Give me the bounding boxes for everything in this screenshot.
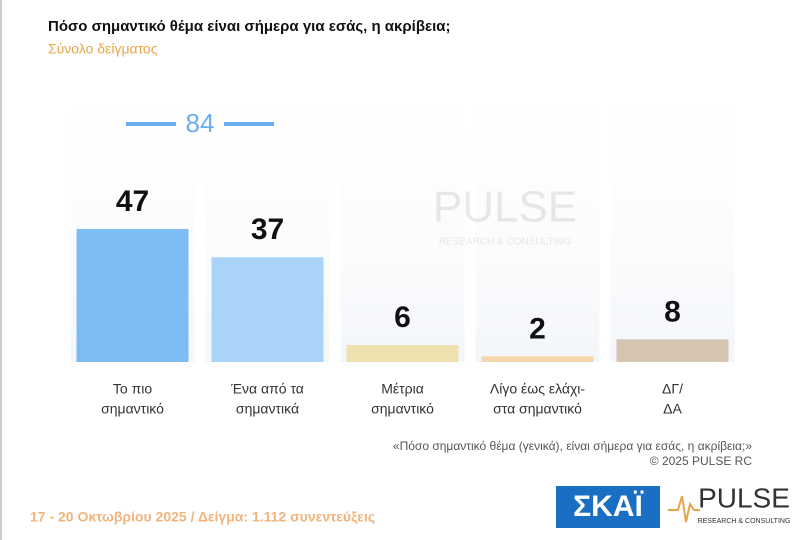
column-bg	[610, 79, 735, 362]
footnote: «Πόσο σημαντικό θέμα (γενικά), είναι σήμ…	[393, 439, 752, 453]
bar	[481, 356, 594, 362]
bar	[211, 257, 324, 362]
column-bg	[340, 79, 465, 362]
bar	[76, 228, 189, 362]
watermark-sub: RESEARCH & CONSULTING	[439, 237, 572, 248]
pulse-logo-sub: RESEARCH & CONSULTING	[698, 518, 791, 525]
x-tick-label: στα σημαντικό	[493, 401, 582, 417]
watermark: PULSE RESEARCH & CONSULTING	[433, 183, 577, 248]
value-label: 2	[529, 312, 546, 345]
value-label: 6	[394, 301, 411, 334]
chart-subtitle: Σύνολο δείγματος	[48, 41, 158, 57]
pulse-logo: PULSE	[698, 482, 790, 513]
fieldwork: 17 - 20 Οκτωβρίου 2025 / Δείγμα: 1.112 σ…	[30, 509, 375, 525]
x-tick-label: σημαντικό	[371, 401, 434, 417]
annotation: 84	[186, 108, 215, 138]
column-bg	[475, 79, 600, 362]
pulse-icon	[668, 495, 700, 523]
bar	[616, 339, 729, 362]
x-tick-label: Το πιο	[113, 381, 152, 397]
x-tick-label: Λίγο έως ελάχι-	[490, 381, 586, 397]
skai-logo: ΣΚΑΪ	[573, 490, 643, 523]
x-tick-label: σημαντικά	[236, 401, 299, 417]
watermark-text: PULSE	[433, 183, 577, 232]
bar	[346, 345, 459, 362]
x-tick-label: ΔΓ/	[662, 381, 683, 397]
x-tick-label: Μέτρια	[381, 381, 424, 397]
copyright: © 2025 PULSE RC	[650, 454, 753, 468]
chart-title: Πόσο σημαντικό θέμα είναι σήμερα για εσά…	[48, 18, 450, 35]
value-label: 8	[664, 295, 681, 328]
value-label: 47	[116, 185, 149, 218]
x-tick-label: σημαντικό	[101, 401, 164, 417]
x-tick-label: ΔΑ	[663, 401, 682, 417]
x-tick-label: Ένα από τα	[230, 381, 304, 397]
skai-logo-box	[556, 486, 660, 528]
value-label: 37	[251, 213, 284, 246]
